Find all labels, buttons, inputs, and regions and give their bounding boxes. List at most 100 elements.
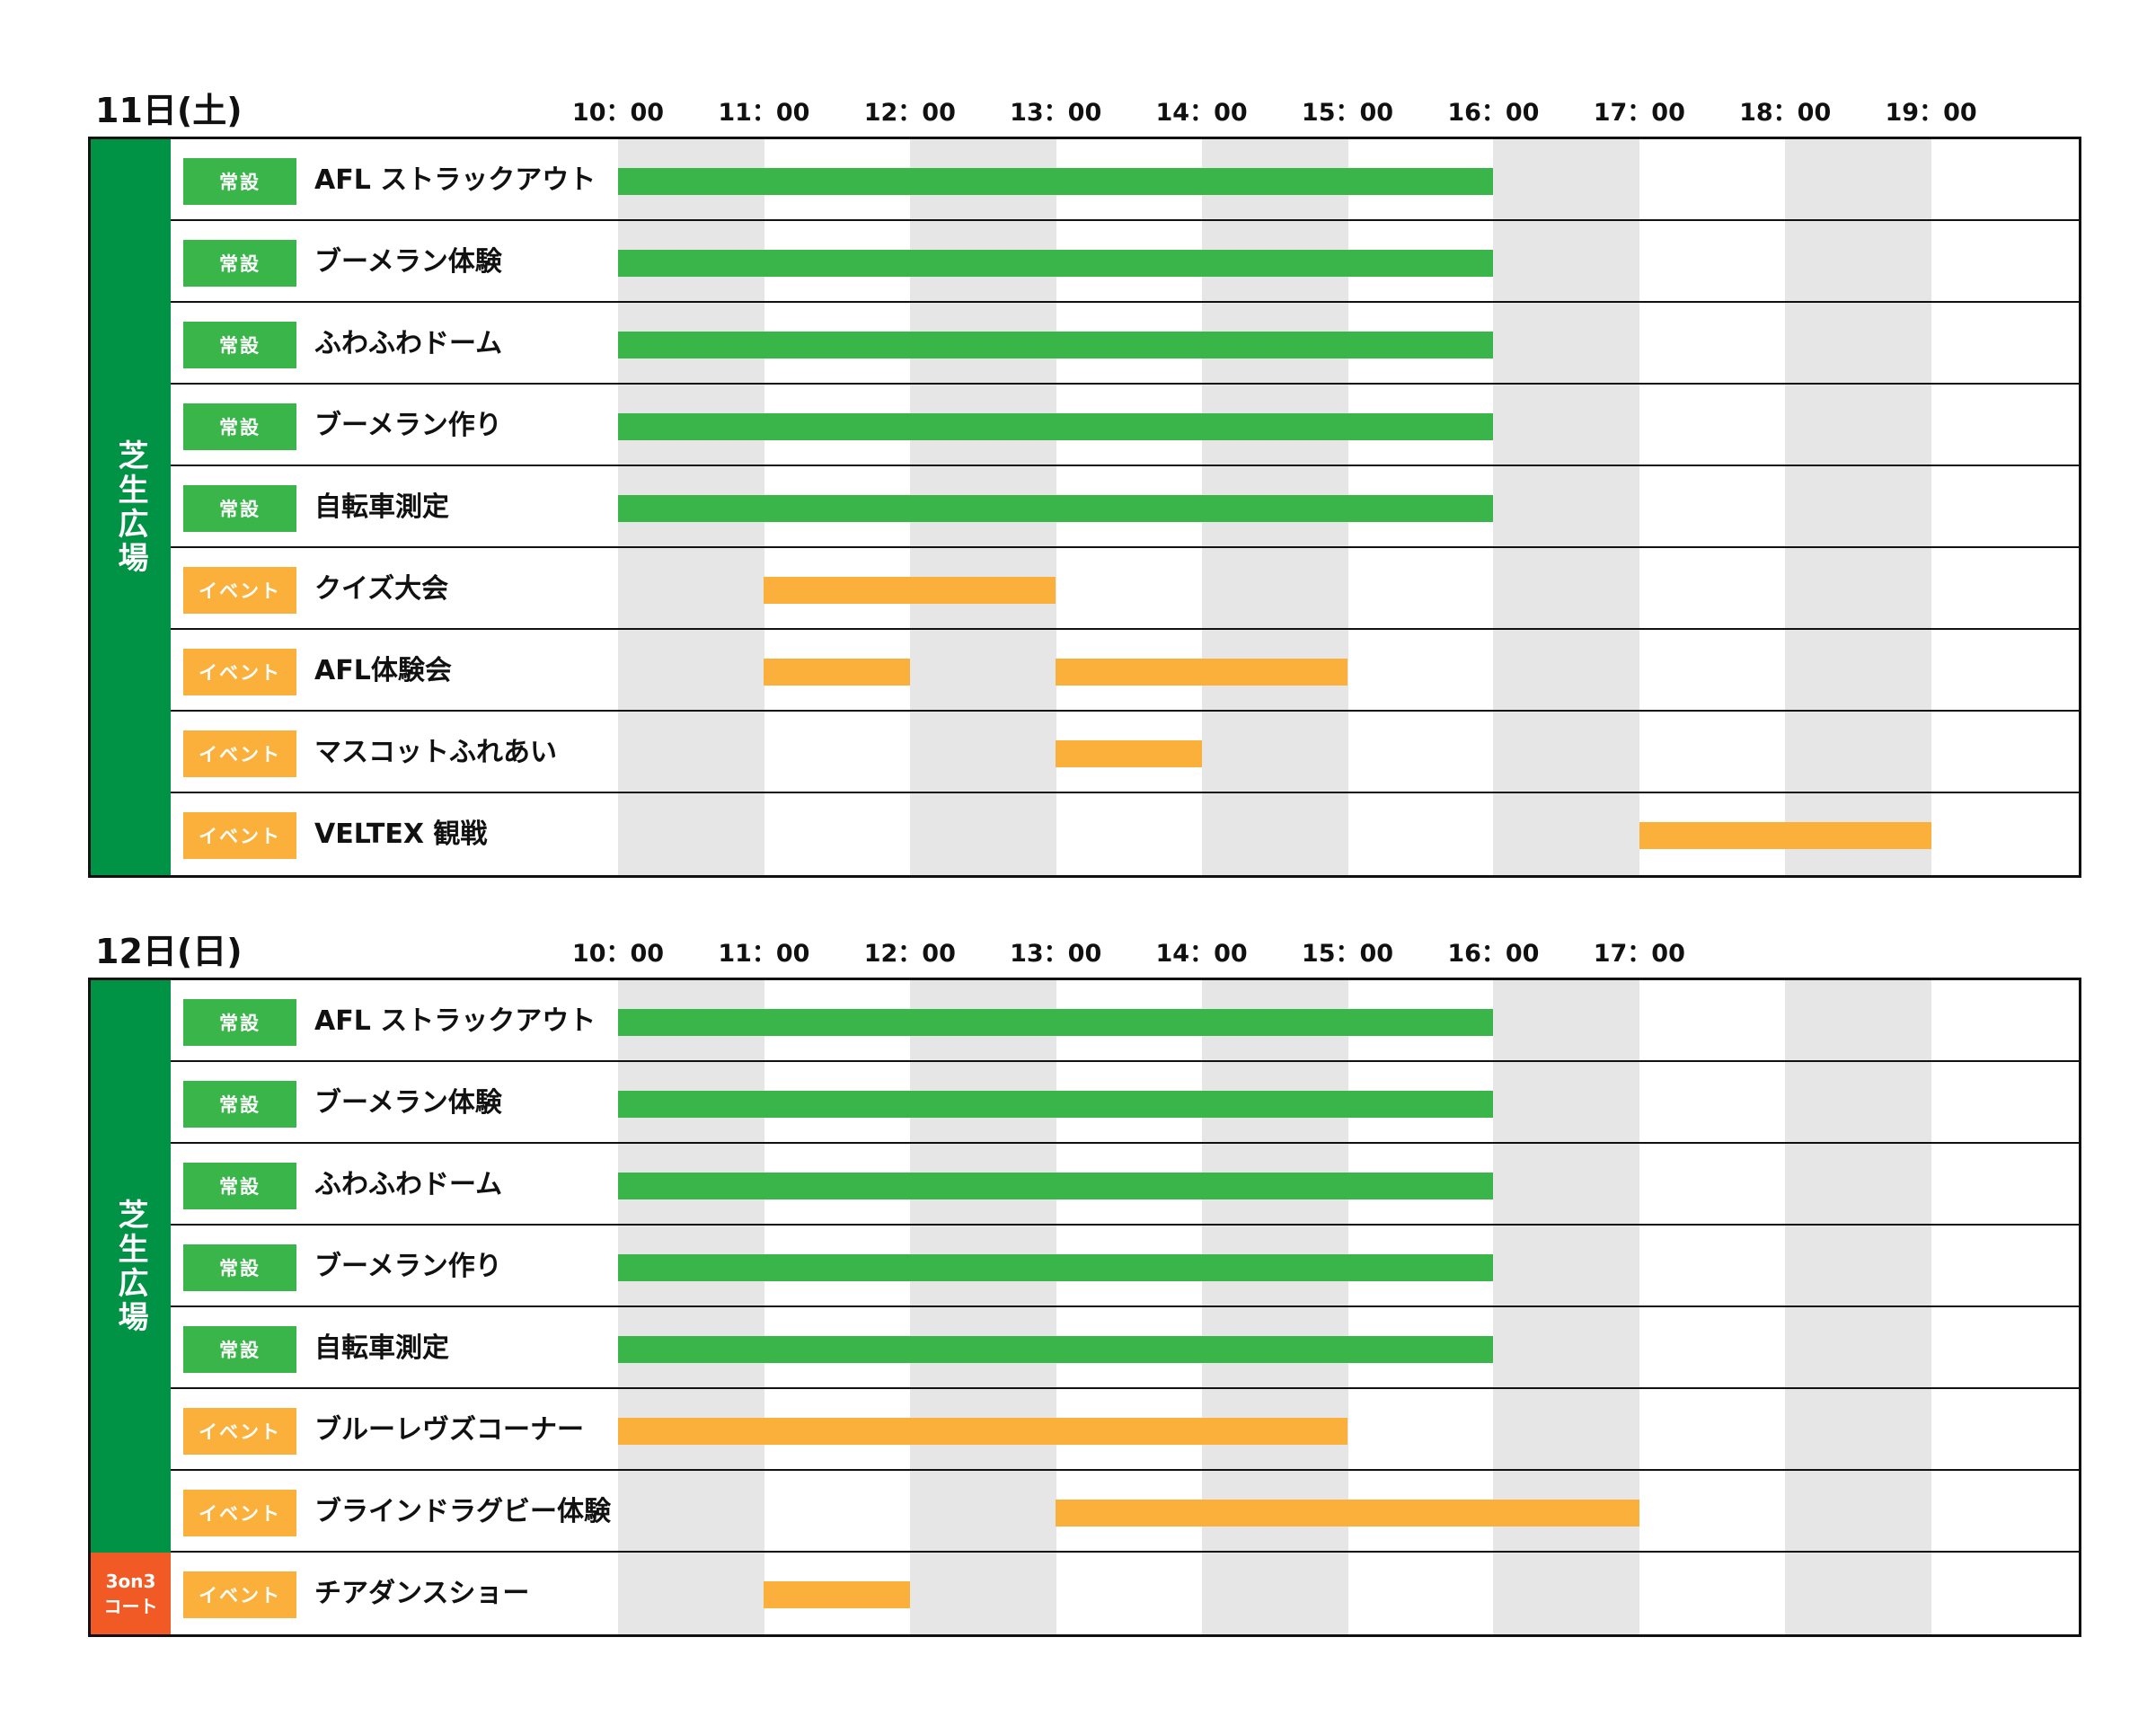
schedule-table: 芝生広場 3on3 コート 常設 AFL ストラックアウト 常設 ブーメラン体験 常設 ふわふ…: [88, 978, 2081, 1637]
activity-name: ブルーレヴズコーナー: [314, 1414, 584, 1446]
schedule-bar: [618, 1173, 1494, 1199]
hour-label: 17：00: [1593, 940, 1685, 968]
schedule-row: 常設 ブーメラン体験: [171, 221, 2079, 303]
activity-name: ブーメラン作り: [314, 1251, 502, 1282]
hour-label: 14：00: [1155, 99, 1248, 127]
hour-header: 10：00 11：00 12：00 13：00 14：00 15：00 16：00 17：00…: [88, 95, 2081, 131]
activity-name: ブーメラン体験: [314, 1087, 502, 1119]
badge-event: イベント: [183, 649, 296, 695]
badge-event: イベント: [183, 1408, 296, 1455]
activity-name: 自転車測定: [314, 1332, 449, 1364]
badge-event: イベント: [183, 1490, 296, 1536]
schedule-bar: [618, 1091, 1494, 1118]
day-title: 12日(日): [95, 932, 243, 971]
schedule-bar: [618, 332, 1494, 358]
schedule-bar: [618, 495, 1494, 522]
schedule-row: 常設 自転車測定: [171, 1307, 2079, 1389]
activity-name: ふわふわドーム: [314, 1169, 503, 1200]
hour-label: 17：00: [1593, 99, 1685, 127]
activity-name: ブラインドラグビー体験: [314, 1496, 611, 1527]
activity-name: AFL体験会: [314, 655, 452, 686]
hour-label: 10：00: [571, 940, 665, 968]
schedule-row: イベント ブルーレヴズコーナー: [171, 1389, 2079, 1471]
badge-event: イベント: [183, 812, 296, 859]
hour-label: 12：00: [863, 940, 956, 968]
hour-shade: [1493, 139, 1640, 875]
schedule-bar: [1056, 740, 1202, 767]
schedule-bar: [618, 413, 1494, 440]
hour-label: 14：00: [1155, 940, 1248, 968]
badge-permanent: 常設: [183, 1163, 296, 1209]
badge-permanent: 常設: [183, 999, 296, 1046]
badge-permanent: 常設: [183, 240, 296, 287]
schedule-bar: [618, 168, 1494, 195]
schedule-row: 常設 AFL ストラックアウト: [171, 980, 2079, 1062]
schedule-row: イベント AFL体験会: [171, 630, 2079, 712]
schedule-row: イベント チアダンスショー: [171, 1553, 2079, 1634]
schedule-bar: [618, 1418, 1348, 1445]
schedule-row: 常設 ふわふわドーム: [171, 1144, 2079, 1226]
schedule-row: イベント VELTEX 観戦: [171, 793, 2079, 875]
badge-permanent: 常設: [183, 1081, 296, 1128]
activity-name: ブーメラン体験: [314, 246, 502, 278]
venue-label: 3on3 コート: [91, 1553, 171, 1634]
activity-name: マスコットふれあい: [314, 737, 557, 768]
venue-label-text: 芝生広場: [112, 1198, 148, 1335]
badge-event: イベント: [183, 1571, 296, 1618]
hour-label: 10：00: [571, 99, 665, 127]
hour-label: 11：00: [718, 940, 810, 968]
hour-label: 19：00: [1885, 99, 1977, 127]
venue-label-text: 3on3 コート: [103, 1570, 158, 1617]
activity-name: クイズ大会: [314, 573, 449, 605]
schedule-bar: [764, 1581, 910, 1608]
schedule-row: 常設 自転車測定: [171, 466, 2079, 548]
schedule-row: イベント マスコットふれあい: [171, 712, 2079, 793]
activity-name: ブーメラン作り: [314, 410, 502, 441]
hour-label: 16：00: [1447, 940, 1540, 968]
schedule-table: 芝生広場 常設 AFL ストラックアウト 常設 ブーメラン体験 常設 ふわふわドーム 常設 ブー…: [88, 137, 2081, 878]
badge-event: イベント: [183, 730, 296, 777]
activity-name: チアダンスショー: [314, 1578, 530, 1609]
schedule-row: イベント ブラインドラグビー体験: [171, 1471, 2079, 1553]
schedule-bar: [618, 1254, 1494, 1281]
hour-label: 16：00: [1447, 99, 1540, 127]
hour-shade: [909, 980, 1056, 1634]
schedule-row: 常設 ブーメラン作り: [171, 385, 2079, 466]
schedule-row: 常設 AFL ストラックアウト: [171, 139, 2079, 221]
hour-label: 13：00: [1010, 940, 1102, 968]
schedule-bar: [1056, 1500, 1639, 1527]
schedule-bar: [764, 577, 1056, 604]
venue-label: 芝生広場: [91, 139, 171, 875]
activity-name: AFL ストラックアウト: [314, 164, 596, 196]
badge-permanent: 常設: [183, 1326, 296, 1373]
schedule-bar: [618, 250, 1494, 277]
schedule-row: 常設 ふわふわドーム: [171, 303, 2079, 385]
schedule-bar: [618, 1336, 1494, 1363]
hour-shade: [1785, 980, 1932, 1634]
hour-label: 15：00: [1301, 940, 1394, 968]
schedule-bar: [1056, 659, 1348, 686]
badge-permanent: 常設: [183, 322, 296, 368]
hour-label: 18：00: [1739, 99, 1832, 127]
activity-name: AFL ストラックアウト: [314, 1005, 596, 1037]
badge-permanent: 常設: [183, 403, 296, 450]
hour-shade: [1785, 139, 1932, 875]
hour-label: 12：00: [863, 99, 956, 127]
badge-permanent: 常設: [183, 158, 296, 205]
hour-shade: [618, 980, 764, 1634]
schedule-row: 常設 ブーメラン作り: [171, 1226, 2079, 1307]
hour-header: 10：00 11：00 12：00 13：00 14：00 15：00 16：00 17：00: [88, 936, 2081, 972]
schedule-bar: [618, 1009, 1494, 1036]
activity-name: VELTEX 観戦: [314, 819, 488, 850]
hour-label: 13：00: [1010, 99, 1102, 127]
schedule-bar: [1639, 822, 1931, 849]
day-title: 11日(土): [95, 91, 243, 130]
schedule-row: 常設 ブーメラン体験: [171, 1062, 2079, 1144]
schedule-bar: [764, 659, 910, 686]
badge-event: イベント: [183, 567, 296, 614]
venue-label-text: 芝生広場: [112, 438, 148, 576]
activity-name: 自転車測定: [314, 491, 449, 523]
badge-permanent: 常設: [183, 485, 296, 532]
hour-label: 11：00: [718, 99, 810, 127]
activity-name: ふわふわドーム: [314, 328, 503, 359]
